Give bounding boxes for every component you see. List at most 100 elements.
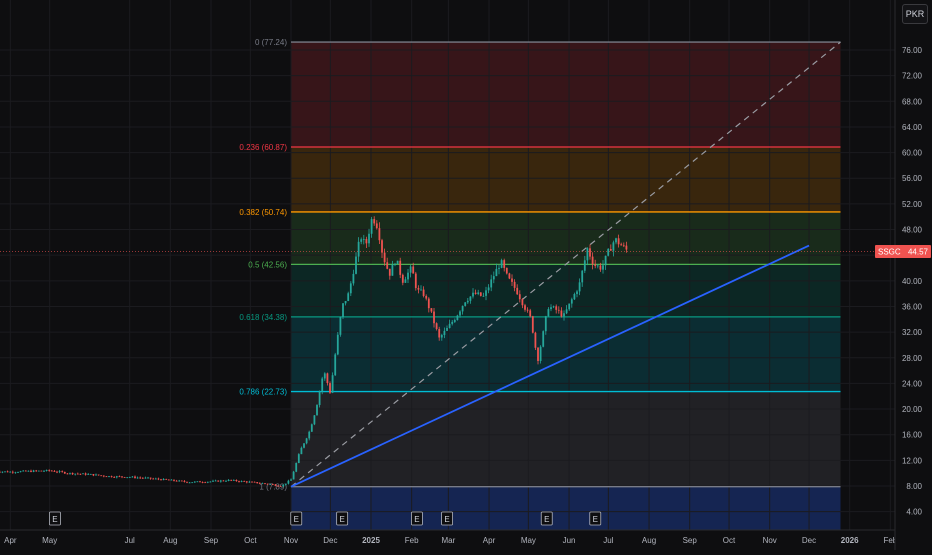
- candle-body: [508, 273, 511, 279]
- candle-body: [375, 223, 378, 229]
- candle-body: [87, 474, 90, 475]
- fib-level-label: 0.786 (22.73): [239, 388, 287, 397]
- candle-body: [126, 477, 129, 479]
- trendline[interactable]: [290, 244, 810, 488]
- trendline-line: [290, 244, 810, 488]
- candle-body: [63, 471, 66, 474]
- candle-body: [199, 481, 201, 483]
- candle-body: [43, 470, 45, 472]
- candle-body: [139, 477, 142, 479]
- currency-button[interactable]: PKR: [902, 4, 928, 24]
- candle-body: [594, 264, 597, 266]
- time-axis-label: May: [42, 536, 57, 545]
- time-axis-label: May: [521, 536, 536, 545]
- earnings-marker: [49, 511, 61, 526]
- candle-body: [420, 289, 422, 291]
- price-axis[interactable]: 76.00 72.00 68.00 64.00 60.00 56.00 52.00 48.00…: [894, 0, 932, 550]
- candle-body: [362, 238, 365, 240]
- candle-body: [17, 472, 19, 473]
- fib-zone: [291, 316, 841, 392]
- candle-body: [547, 309, 550, 317]
- candle-body: [310, 424, 313, 432]
- candle-body: [461, 305, 464, 312]
- candle-body: [74, 473, 77, 475]
- last-price-bg: [875, 245, 931, 259]
- last-price-value: 44.57: [908, 248, 929, 257]
- candle-body: [297, 454, 300, 463]
- candle-body: [277, 485, 279, 487]
- price-axis-label: 48.00: [902, 226, 923, 235]
- candle-body: [232, 479, 235, 481]
- earnings-marker: [290, 511, 303, 526]
- price-axis-label: 36.00: [902, 302, 923, 311]
- candle-body: [243, 481, 246, 482]
- candle-body: [544, 316, 547, 332]
- candle-body: [269, 484, 272, 486]
- candle-body: [4, 471, 6, 473]
- candle-body: [40, 470, 43, 472]
- candle-body: [84, 473, 87, 475]
- time-axis-label: Nov: [763, 536, 777, 545]
- candle-body: [134, 476, 136, 478]
- candle-body: [615, 238, 617, 243]
- candle-body: [147, 477, 149, 479]
- candle-body: [253, 481, 256, 483]
- candle-body: [121, 476, 123, 478]
- price-axis-label: 72.00: [902, 72, 923, 81]
- candle-body: [599, 265, 602, 270]
- candle-body: [492, 276, 495, 280]
- candle-body: [607, 249, 610, 256]
- candle-body: [58, 471, 61, 473]
- candle-body: [357, 241, 360, 257]
- candle-body: [287, 480, 290, 484]
- candle-body: [625, 245, 628, 250]
- candle-body: [240, 481, 243, 482]
- candle-body: [45, 469, 48, 471]
- price-axis-label: 24.00: [902, 379, 923, 388]
- price-axis-label: 56.00: [902, 174, 923, 183]
- candle-body: [373, 219, 376, 224]
- candle-body: [446, 328, 448, 331]
- earnings-marker: [411, 511, 423, 526]
- candle-body: [576, 291, 578, 295]
- candle-body: [388, 268, 391, 276]
- candle-body: [183, 480, 186, 482]
- candle-body: [82, 473, 84, 475]
- candle-body: [95, 474, 97, 476]
- time-axis-label: Dec: [323, 536, 337, 545]
- earnings-marker-label: E: [414, 515, 419, 524]
- candle-body: [578, 282, 581, 292]
- candle-body: [258, 483, 261, 485]
- candle-body: [448, 323, 451, 329]
- candle-body: [32, 470, 35, 472]
- candle-body: [264, 483, 266, 485]
- candle-body: [583, 260, 586, 271]
- fib-zone-below: [291, 486, 841, 530]
- candle-body: [435, 323, 438, 330]
- candle-body: [425, 295, 428, 299]
- time-axis[interactable]: Apr May Jul Aug Sep Oct Nov Dec 2025 Feb Mar Apr May…: [0, 529, 898, 550]
- candle-body: [591, 256, 594, 265]
- candle-body: [295, 462, 298, 472]
- candle-body: [131, 476, 134, 478]
- fib-diagonal-line: [290, 41, 841, 488]
- candle-body: [186, 481, 188, 483]
- candle-body: [326, 373, 329, 384]
- candle-body: [193, 481, 196, 483]
- candle-body: [396, 260, 399, 264]
- candle-body: [105, 476, 108, 478]
- candle-body: [526, 309, 529, 311]
- candle-body: [596, 265, 599, 267]
- candle-body: [316, 405, 318, 416]
- candle-body: [386, 262, 389, 269]
- candle-body: [414, 273, 417, 289]
- candle-body: [622, 245, 625, 247]
- candle-body: [472, 292, 474, 297]
- candle-body: [550, 307, 552, 310]
- fib-zone: [291, 42, 841, 148]
- time-axis-label: Dec: [802, 536, 816, 545]
- candle-body: [370, 219, 373, 234]
